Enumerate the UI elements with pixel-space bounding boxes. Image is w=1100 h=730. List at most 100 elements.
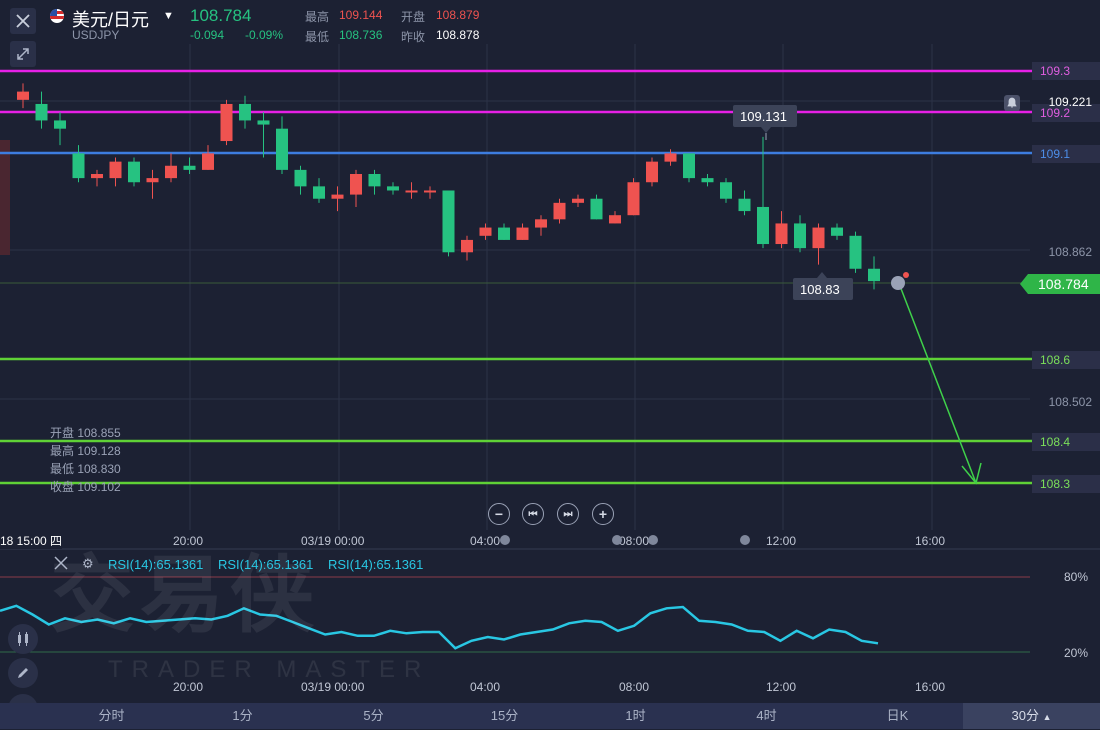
prev-close-label: 昨收: [401, 30, 426, 44]
zoom-in-button[interactable]: +: [592, 503, 614, 525]
level-label-109-3: 109.3: [1032, 62, 1100, 80]
tab-5m[interactable]: 5分: [363, 708, 384, 723]
prev-close-value: 108.878: [436, 28, 480, 42]
candle-body: [220, 103, 233, 142]
draw-tool-button[interactable]: [8, 658, 38, 688]
ohlc-close: 收盘 109.102: [50, 480, 121, 494]
event-dot-icon[interactable]: [648, 535, 658, 545]
last-price: 108.784: [190, 6, 252, 25]
event-dot-icon[interactable]: [612, 535, 622, 545]
low-marker-value: 108.83: [800, 282, 840, 297]
rsi-level-80: 80%: [1064, 570, 1089, 584]
candle-body: [350, 174, 362, 195]
axis-tick-109-221: 109.221: [1048, 95, 1092, 109]
rsi-time-label-2000: 20:00: [173, 680, 204, 694]
skip-forward-icon: ⏭: [563, 508, 573, 520]
rsi-time-label-1200: 12:00: [766, 680, 797, 694]
candle-body: [572, 198, 584, 203]
event-dot-icon[interactable]: [500, 535, 510, 545]
indicator-close-button[interactable]: [54, 556, 68, 575]
grid: [0, 44, 1030, 530]
candle-body: [183, 165, 196, 170]
gear-icon: ⚙: [82, 556, 94, 571]
candle-body: [664, 153, 677, 162]
candle-body: [553, 202, 566, 220]
candle-icon: [18, 632, 28, 646]
expand-icon: [17, 48, 29, 60]
rsi-line: [0, 604, 879, 650]
symbol-dropdown-icon[interactable]: ▼: [163, 10, 174, 22]
high-label: 最高: [305, 10, 330, 24]
candle-body: [17, 91, 29, 100]
scroll-left-button[interactable]: ⏮: [522, 503, 544, 525]
bell-icon: [1007, 97, 1017, 108]
open-label: 开盘: [401, 10, 426, 24]
chart-type-button[interactable]: [8, 624, 38, 654]
candle-body: [609, 215, 621, 224]
time-label-1600: 16:00: [915, 534, 946, 548]
caret-up-icon: ▲: [1042, 712, 1052, 722]
us-flag-icon: [50, 9, 64, 23]
level-label-109-1: 109.1: [1032, 145, 1100, 163]
candle-body: [590, 198, 603, 220]
candle-body: [424, 190, 436, 193]
event-dot-icon[interactable]: [740, 535, 750, 545]
rsi-label-3: RSI(14):65.1361: [328, 557, 424, 572]
close-button[interactable]: [10, 8, 36, 34]
time-label-2000: 20:00: [173, 534, 204, 548]
forecast-arrow[interactable]: [899, 285, 982, 485]
plus-icon: +: [598, 506, 608, 522]
scroll-right-button[interactable]: ⏭: [557, 503, 579, 525]
alert-bell-button[interactable]: [1004, 95, 1020, 111]
latest-candle-marker[interactable]: [891, 276, 905, 290]
zoom-out-button[interactable]: −: [488, 503, 510, 525]
tab-daily[interactable]: 日K: [886, 708, 909, 723]
candle-body: [202, 153, 214, 170]
time-label-0400: 04:00: [470, 534, 501, 548]
axis-tick-108-502: 108.502: [1048, 395, 1092, 409]
ohlc-low: 最低 108.830: [50, 462, 121, 476]
tab-30m[interactable]: 30分 ▲: [963, 703, 1100, 729]
candle-body: [738, 198, 751, 212]
candle-body: [128, 161, 140, 183]
tabbar-spacer: [0, 703, 46, 729]
candle-body: [294, 169, 307, 187]
minus-icon: −: [494, 506, 504, 522]
candle-body: [775, 223, 788, 245]
indicator-settings-button[interactable]: ⚙: [82, 556, 94, 572]
rsi-time-label-0319: 03/19 00:00: [301, 680, 365, 694]
symbol-name[interactable]: 美元/日元: [72, 10, 150, 30]
candle-body: [54, 120, 66, 129]
candle-body: [868, 268, 880, 282]
level-label-108-4: 108.4: [1032, 433, 1100, 451]
candle-body: [257, 120, 270, 125]
crosshair-time: 18 15:00 四: [0, 532, 63, 549]
low-label: 最低: [305, 30, 330, 44]
level-label-109-2: 109.2: [1032, 104, 1100, 122]
close-icon: [54, 556, 68, 570]
candle-body: [35, 103, 48, 121]
expand-button[interactable]: [10, 41, 36, 67]
candle-body: [387, 186, 399, 191]
tab-1h[interactable]: 1时: [625, 708, 646, 723]
rsi-time-label-0800: 08:00: [619, 680, 650, 694]
candle-body: [276, 128, 288, 170]
tab-timeline[interactable]: 分时: [98, 708, 125, 723]
candle-body: [627, 182, 640, 216]
ohlc-high: 最高 109.128: [50, 444, 121, 458]
open-value: 108.879: [436, 8, 480, 22]
candle-body: [831, 227, 843, 236]
time-label-1200: 12:00: [766, 534, 797, 548]
ohlc-open: 开盘 108.855: [50, 426, 121, 440]
candle-body: [720, 182, 732, 199]
candlestick-series: [17, 83, 880, 290]
watermark-logo: 交易侠: [50, 548, 321, 642]
candle-body: [91, 174, 103, 179]
tab-1m[interactable]: 1分: [232, 708, 253, 723]
tab-4h[interactable]: 4时: [756, 708, 777, 723]
rsi-label-2: RSI(14):65.1361: [218, 557, 314, 572]
tab-15m[interactable]: 15分: [490, 708, 519, 723]
candle-body: [461, 239, 473, 253]
time-label-0319: 03/19 00:00: [301, 534, 365, 548]
